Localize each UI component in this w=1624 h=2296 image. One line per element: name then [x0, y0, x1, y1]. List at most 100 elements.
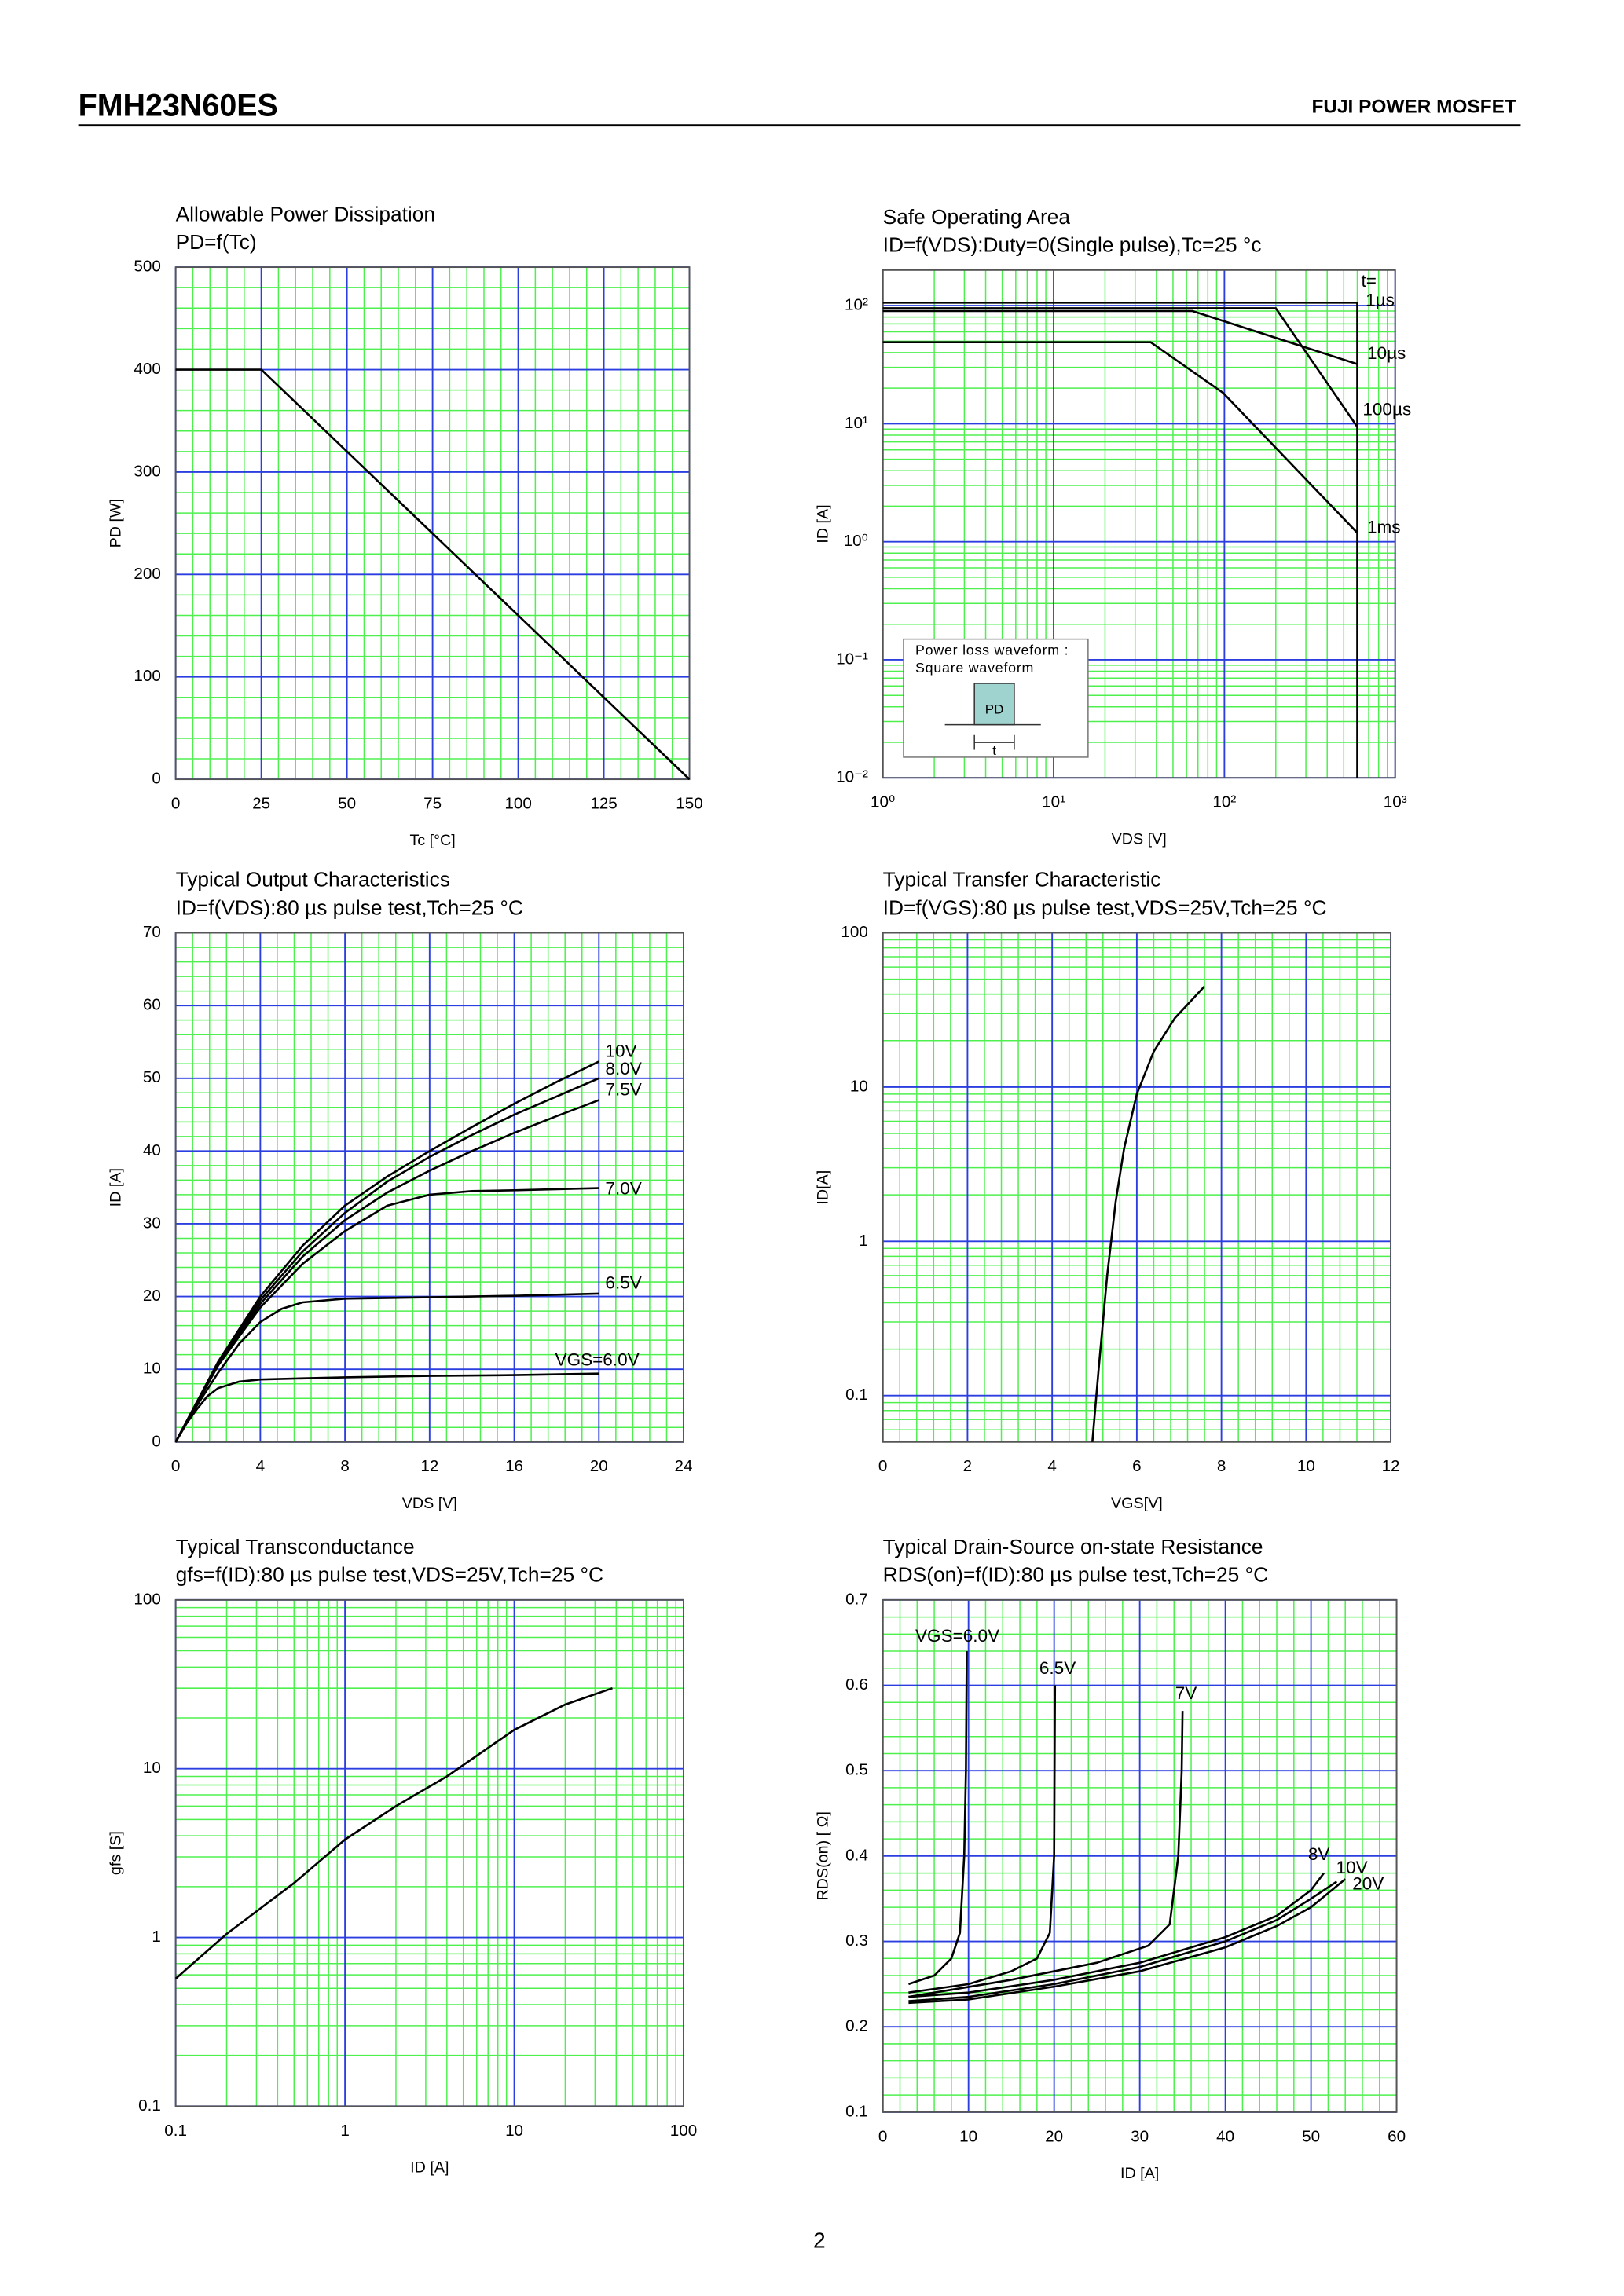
- chart-subtitle: ID=f(VGS):80 µs pulse test,VDS=25V,Tch=2…: [883, 895, 1327, 919]
- curve: [908, 1685, 1057, 1994]
- y-tick-label: 20: [143, 1287, 161, 1305]
- y-tick-label: 0.1: [845, 2102, 868, 2120]
- chart: 0 4 8 12 16 20 24 0 10 20 30 40 50 60 70 Typical Output…: [108, 868, 693, 1512]
- y-tick-label: 0.7: [845, 1590, 868, 1608]
- legend-title: t=: [1361, 271, 1376, 291]
- y-tick-label: 50: [143, 1068, 161, 1086]
- y-tick-label: 100: [134, 1590, 160, 1608]
- x-tick-label: 8: [1217, 1457, 1226, 1475]
- y-tick-label: 70: [143, 923, 161, 941]
- curve-label: 8V: [1308, 1844, 1330, 1864]
- x-tick-label: 0.1: [164, 2122, 187, 2140]
- y-tick-label: 10⁻¹: [836, 650, 868, 668]
- x-tick-label: 20: [590, 1457, 608, 1475]
- x-tick-label: 16: [505, 1457, 523, 1475]
- x-tick-label: 10: [959, 2127, 977, 2145]
- x-tick-label: 25: [252, 795, 270, 813]
- x-tick-label: 60: [1388, 2127, 1406, 2145]
- x-tick-label: 0: [878, 2127, 888, 2145]
- y-tick-label: 200: [134, 565, 160, 583]
- y-tick-label: 10²: [845, 296, 868, 314]
- x-tick-label: 30: [1131, 2127, 1149, 2145]
- brand: FUJI POWER MOSFET: [1311, 97, 1516, 118]
- curve: [174, 1686, 613, 1979]
- y-tick-label: 10: [850, 1077, 868, 1095]
- x-tick-label: 2: [963, 1457, 973, 1475]
- curve: [174, 1292, 599, 1443]
- curve: [908, 1872, 1325, 1998]
- chart-title: Typical Transfer Characteristic: [883, 868, 1161, 892]
- y-tick-label: 0.3: [845, 1932, 868, 1950]
- x-tick-label: 10: [505, 2122, 523, 2140]
- x-tick-label: 125: [590, 795, 617, 813]
- plot-frame: [174, 1598, 684, 2107]
- x-tick-label: 75: [423, 795, 442, 813]
- plot-frame: [174, 932, 684, 1443]
- x-axis-label: VDS [V]: [1112, 830, 1167, 848]
- y-tick-label: 0.5: [845, 1761, 868, 1779]
- curve-label: 7V: [1175, 1683, 1197, 1703]
- x-tick-label: 10: [1297, 1457, 1315, 1475]
- curve-label: 7.0V: [605, 1178, 641, 1198]
- chart: 10⁰ 10¹ 10² 10³ 10⁻² 10⁻¹ 10⁰ 10¹ 10² Safe Operat…: [815, 205, 1411, 848]
- y-tick-label: 40: [143, 1141, 161, 1159]
- plot-frame: [174, 266, 691, 781]
- chart-subtitle: PD=f(Tc): [176, 230, 257, 254]
- x-tick-label: 24: [675, 1457, 693, 1475]
- y-axis-label: ID [A]: [108, 1168, 125, 1207]
- chart: 0.1 1 10 100 0.1 1 10 100 Typical Transconductan…: [108, 1535, 698, 2176]
- y-tick-label: 0.4: [845, 1846, 868, 1864]
- curve: [174, 1187, 599, 1443]
- chart: 0 25 50 75 100 125 150 0 100 200 300 400 500 Allowabl…: [108, 202, 703, 849]
- x-axis-label: VGS[V]: [1111, 1495, 1163, 1512]
- curve-label: 10V: [1336, 1858, 1368, 1877]
- x-tick-label: 10⁰: [871, 793, 895, 811]
- chart-subtitle: RDS(on)=f(ID):80 µs pulse test,Tch=25 °C: [883, 1563, 1268, 1587]
- curve-label: 7.5V: [605, 1080, 641, 1100]
- chart-title: Allowable Power Dissipation: [176, 202, 435, 225]
- x-tick-label: 10²: [1212, 793, 1236, 811]
- chart-title: Safe Operating Area: [883, 205, 1071, 229]
- y-axis-label: RDS(on) [ Ω]: [815, 1811, 832, 1900]
- curve: [882, 307, 1358, 428]
- chart-subtitle: gfs=f(ID):80 µs pulse test,VDS=25V,Tch=2…: [176, 1563, 603, 1587]
- part-number: FMH23N60ES: [79, 89, 278, 123]
- y-axis-label: ID [A]: [815, 504, 832, 543]
- curve-label: 6.5V: [1039, 1658, 1076, 1678]
- curve-label: 20V: [1352, 1873, 1384, 1893]
- x-tick-label: 0: [878, 1457, 888, 1475]
- curve: [908, 1880, 1338, 2002]
- x-tick-label: 4: [1047, 1457, 1057, 1475]
- y-axis-label: gfs [S]: [108, 1831, 125, 1875]
- curve: [1091, 985, 1206, 1442]
- inset-pulse-label: PD: [985, 701, 1004, 716]
- x-tick-label: 4: [256, 1457, 266, 1475]
- y-tick-label: 1: [859, 1232, 868, 1250]
- y-tick-label: 10¹: [845, 414, 868, 432]
- inset-text: Square waveform: [915, 660, 1034, 676]
- curve: [882, 341, 1358, 534]
- y-tick-label: 300: [134, 462, 160, 480]
- curve-label: 10V: [605, 1042, 636, 1061]
- chart-subtitle: ID=f(VDS):80 µs pulse test,Tch=25 °C: [176, 895, 523, 919]
- page-number: 2: [813, 2228, 826, 2253]
- x-tick-label: 150: [676, 795, 702, 813]
- x-tick-label: 12: [1382, 1457, 1400, 1475]
- inset-width-label: t: [992, 743, 996, 758]
- x-tick-label: 40: [1216, 2127, 1234, 2145]
- chart: 0 10 20 30 40 50 60 0.1 0.2 0.3 0.4 0.5 0.6 0.7 Typica…: [815, 1535, 1406, 2182]
- plot-frame: [882, 269, 1396, 779]
- y-tick-label: 0: [152, 1432, 161, 1450]
- curve: [174, 1060, 599, 1443]
- curve: [908, 1878, 1347, 2005]
- curve-label: VGS=6.0V: [555, 1349, 640, 1369]
- y-tick-label: 100: [841, 923, 867, 941]
- curve: [174, 1099, 599, 1443]
- chart-subtitle: ID=f(VDS):Duty=0(Single pulse),Tc=25 °c: [883, 233, 1262, 257]
- x-tick-label: 50: [338, 795, 356, 813]
- curve-label: 100µs: [1362, 399, 1411, 419]
- curve: [175, 368, 691, 781]
- y-tick-label: 10⁻²: [836, 768, 868, 786]
- y-tick-label: 0.1: [845, 1386, 868, 1404]
- x-tick-label: 10³: [1384, 793, 1407, 811]
